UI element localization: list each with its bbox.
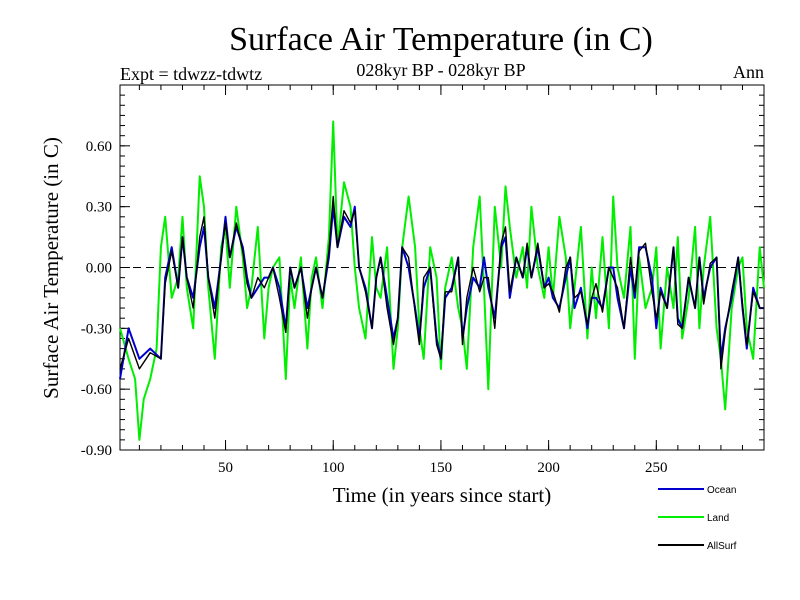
x-tick-label: 100 — [322, 460, 345, 476]
x-tick-label: 50 — [218, 460, 233, 476]
series-line-land — [119, 120, 765, 441]
x-axis: 50 100 150 200 250 — [218, 85, 668, 476]
y-tick-label: -0.60 — [81, 382, 112, 398]
y-tick-label: 0.30 — [86, 200, 112, 216]
x-axis-label: Time (in years since start) — [333, 483, 552, 507]
chart-title: Surface Air Temperature (in C) — [229, 21, 653, 58]
y-tick-label: 0.00 — [86, 261, 112, 277]
x-tick-label: 150 — [430, 460, 453, 476]
season-label: Ann — [733, 62, 764, 82]
y-axis-label: Surface Air Temperature (in C) — [39, 137, 63, 399]
legend-label-land: Land — [707, 513, 729, 524]
chart-subtitle: 028kyr BP - 028kyr BP — [356, 60, 525, 80]
y-axis: -0.90 -0.60 -0.30 0.00 0.30 0.60 — [81, 139, 764, 459]
experiment-label: Expt = tdwzz-tdwtz — [120, 64, 262, 84]
y-tick-label: -0.30 — [81, 321, 112, 337]
y-tick-label: 0.60 — [86, 139, 112, 155]
legend-label-ocean: Ocean — [707, 485, 736, 496]
x-tick-label: 200 — [537, 460, 560, 476]
series-layer — [119, 120, 765, 441]
series-line-allsurf — [119, 195, 764, 370]
series-line-ocean — [119, 205, 764, 380]
legend-label-allsurf: AllSurf — [707, 541, 737, 552]
y-tick-label: -0.90 — [81, 443, 112, 459]
legend: Ocean Land AllSurf — [658, 485, 737, 552]
x-tick-label: 250 — [645, 460, 668, 476]
